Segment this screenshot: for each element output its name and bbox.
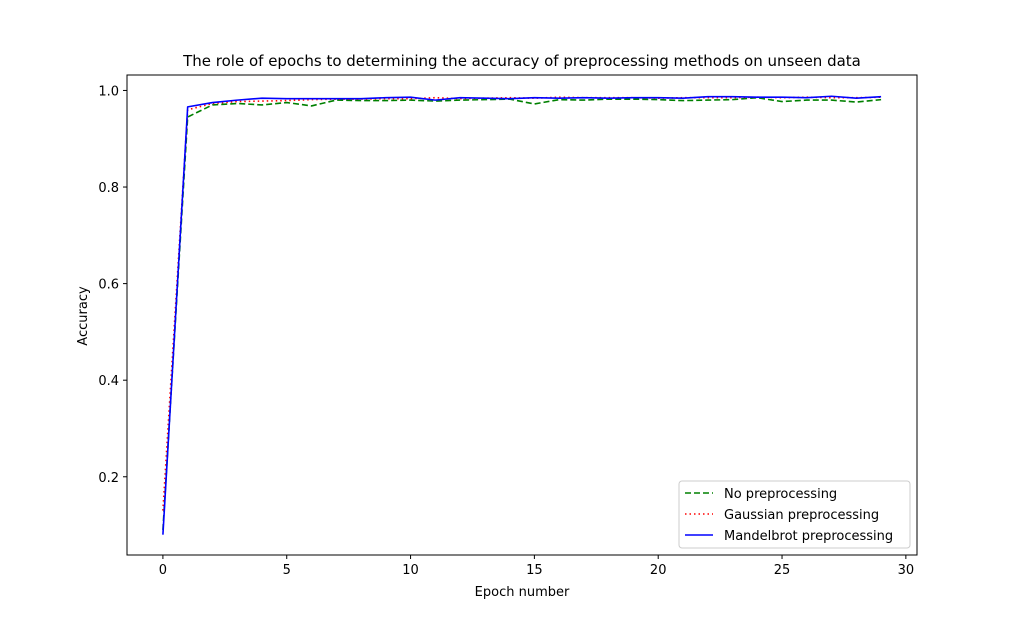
x-axis-ticks: 0 5 10 15 20 25 30	[159, 555, 914, 578]
x-tick-label: 30	[898, 563, 915, 578]
y-tick-label: 0.6	[98, 278, 119, 293]
y-axis-label: Accuracy	[76, 286, 91, 346]
x-tick-label: 15	[526, 563, 543, 578]
x-tick-label: 20	[650, 563, 667, 578]
y-tick-label: 0.4	[98, 374, 119, 389]
legend-label: No preprocessing	[724, 487, 837, 502]
x-axis-label: Epoch number	[475, 585, 570, 600]
x-tick-label: 10	[402, 563, 419, 578]
y-tick-label: 0.2	[98, 471, 119, 486]
legend: No preprocessing Gaussian preprocessing Ma…	[678, 480, 911, 549]
x-tick-label: 0	[159, 563, 167, 578]
legend-label: Mandelbrot preprocessing	[724, 529, 893, 544]
legend-box	[678, 480, 911, 549]
x-tick-label: 25	[774, 563, 791, 578]
plot-area	[162, 95, 882, 535]
legend-label: Gaussian preprocessing	[724, 508, 879, 523]
plot-frame	[126, 74, 918, 556]
series-line-gaussian-preprocessing	[162, 96, 882, 511]
y-tick-label: 1.0	[98, 84, 119, 99]
series-line-mandelbrot-preprocessing	[162, 95, 882, 535]
x-tick-label: 5	[283, 563, 291, 578]
chart-title: The role of epochs to determining the ac…	[182, 52, 861, 70]
y-tick-label: 0.8	[98, 181, 119, 196]
series-line-no-preprocessing	[162, 96, 882, 530]
y-axis-ticks: 0.2 0.4 0.6 0.8 1.0	[98, 84, 127, 486]
